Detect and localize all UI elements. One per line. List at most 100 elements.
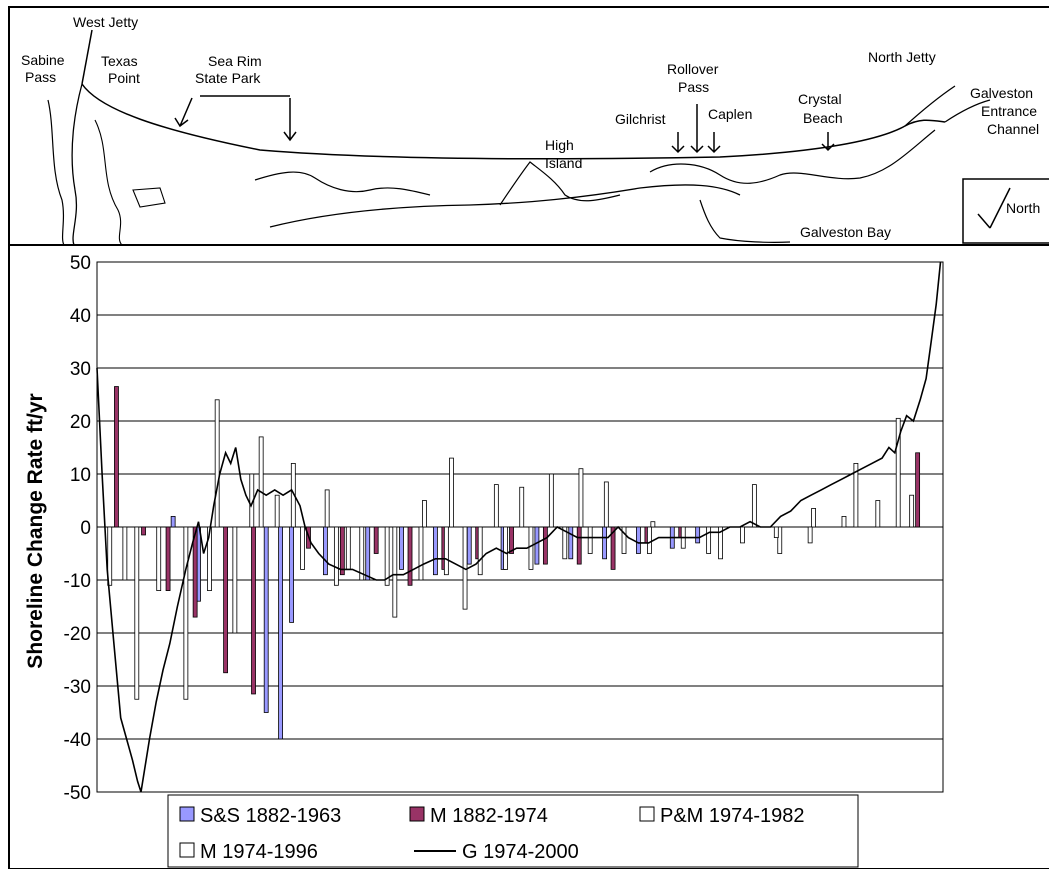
legend-swatch: [409, 806, 425, 822]
bar-p-m-1974-1982: [777, 526, 783, 554]
bar-p-m-1974-1982: [290, 462, 296, 528]
bar-m-1974-1996: [333, 526, 339, 586]
bar-m-1974-1996: [359, 526, 365, 581]
bar-m-1882-1974: [223, 526, 228, 674]
bar-m-1974-1996: [621, 526, 627, 554]
bar-m-1974-1996: [443, 526, 449, 576]
legend-label: S&S 1882-1963: [200, 805, 341, 827]
north-label: North: [1006, 200, 1040, 216]
bar-s-s-1882-1963: [365, 526, 371, 581]
bar-p-m-1974-1982: [603, 481, 609, 528]
bar-m-1974-1996: [503, 526, 508, 570]
bar-m-1974-1996: [587, 526, 593, 554]
bar-m-1882-1974: [339, 526, 345, 576]
bar-m-1974-1996: [773, 526, 779, 539]
bar-p-m-1974-1982: [214, 399, 220, 528]
bar-m-1974-1996: [156, 526, 162, 591]
bar-p-m-1974-1982: [324, 489, 330, 528]
y-tick-label: 50: [70, 253, 91, 274]
bar-m-1882-1974: [141, 526, 146, 536]
bar-s-s-1882-1963: [432, 526, 438, 576]
y-tick-label: 30: [70, 359, 91, 380]
bar-s-s-1882-1963: [278, 526, 283, 740]
intracoastal-waterway: [269, 184, 741, 228]
legend-item: S&S 1882-1963: [179, 805, 341, 827]
bar-m-1882-1974: [251, 526, 256, 695]
bar-m-1974-1996: [300, 526, 305, 570]
bar-p-m-1974-1982: [548, 473, 554, 528]
bar-p-m-1974-1982: [345, 526, 351, 570]
arrow-crystal-beach: [821, 132, 835, 152]
bar-m-1974-1996: [562, 526, 568, 560]
bar-m-1882-1974: [915, 452, 921, 528]
high-island-ridge: [499, 161, 621, 206]
place-west-jetty: West Jetty: [73, 14, 138, 30]
place-crystal-beach: Crystal Beach: [798, 91, 843, 126]
bar-m-1974-1996: [909, 494, 915, 528]
y-tick-label: -40: [64, 730, 91, 751]
bar-s-s-1882-1963: [170, 516, 176, 528]
bar-m-1974-1996: [477, 526, 483, 576]
bar-p-m-1974-1982: [751, 484, 757, 528]
bar-m-1974-1996: [418, 526, 424, 581]
legend-label: P&M 1974-1982: [660, 805, 805, 827]
y-tick-label: 20: [70, 412, 91, 433]
gulf-shoreline: [81, 83, 946, 160]
place-gilchrist: Gilchrist: [615, 111, 666, 127]
place-galveston-entrance-channel: Galveston Entrance Channel: [970, 85, 1039, 137]
bar-s-s-1882-1963: [602, 526, 607, 560]
bar-s-s-1882-1963: [636, 526, 641, 554]
y-tick-label: -50: [64, 783, 91, 804]
bar-m-1974-1996: [841, 516, 847, 528]
bar-m-1882-1974: [610, 526, 616, 570]
place-caplen: Caplen: [708, 106, 752, 122]
y-tick-label: -10: [64, 571, 91, 592]
sabine-channel: [71, 83, 83, 246]
bar-m-1974-1996: [740, 526, 745, 544]
bar-m-1974-1996: [232, 526, 238, 634]
marsh-pond: [132, 187, 166, 208]
y-tick-label: 40: [70, 306, 91, 327]
bar-p-m-1974-1982: [811, 508, 816, 528]
bolivar-bay-shore: [649, 129, 936, 184]
bar-s-s-1882-1963: [466, 526, 472, 565]
legend-label: M 1882-1974: [430, 805, 548, 827]
bar-m-1974-1996: [122, 526, 128, 581]
place-galveston-bay: Galveston Bay: [800, 224, 891, 240]
legend-box: [167, 794, 859, 868]
arrow-rollover-pass: [690, 104, 704, 154]
y-axis-label: Shoreline Change Rate ft/yr: [24, 393, 47, 668]
bar-m-1974-1996: [706, 526, 712, 554]
bar-s-s-1882-1963: [323, 526, 328, 576]
bar-s-s-1882-1963: [289, 526, 294, 623]
bar-m-1882-1974: [509, 526, 514, 554]
place-north-jetty: North Jetty: [868, 49, 936, 65]
bar-m-1974-1996: [207, 526, 212, 591]
legend-label: G 1974-2000: [462, 841, 579, 863]
coastline-map: West Jetty Sabine Pass Texas Point Sea Rim…: [8, 6, 1049, 246]
north-arrow-box: [962, 178, 1049, 244]
bar-s-s-1882-1963: [399, 526, 404, 570]
y-tick-label: -20: [64, 624, 91, 645]
bar-p-m-1974-1982: [258, 436, 264, 528]
bar-p-m-1974-1982: [422, 500, 427, 528]
bar-m-1882-1974: [192, 526, 198, 618]
north-jetty: [904, 85, 956, 127]
plot-area-border: [96, 261, 944, 793]
bar-p-m-1974-1982: [853, 462, 859, 528]
arrow-caplen: [707, 132, 721, 154]
legend-swatch: [639, 806, 655, 822]
bar-p-m-1974-1982: [519, 486, 525, 528]
bar-p-m-1974-1982: [134, 526, 140, 700]
y-tick-label: 10: [70, 465, 91, 486]
sabine-lake-shore: [47, 99, 65, 246]
bar-m-1974-1996: [528, 526, 534, 570]
bar-p-m-1974-1982: [183, 526, 189, 700]
bar-p-m-1974-1982: [578, 468, 584, 528]
legend-label: M 1974-1996: [200, 841, 318, 863]
bar-m-1974-1996: [274, 494, 280, 528]
bar-s-s-1882-1963: [568, 526, 574, 560]
bar-p-m-1974-1982: [650, 521, 656, 528]
